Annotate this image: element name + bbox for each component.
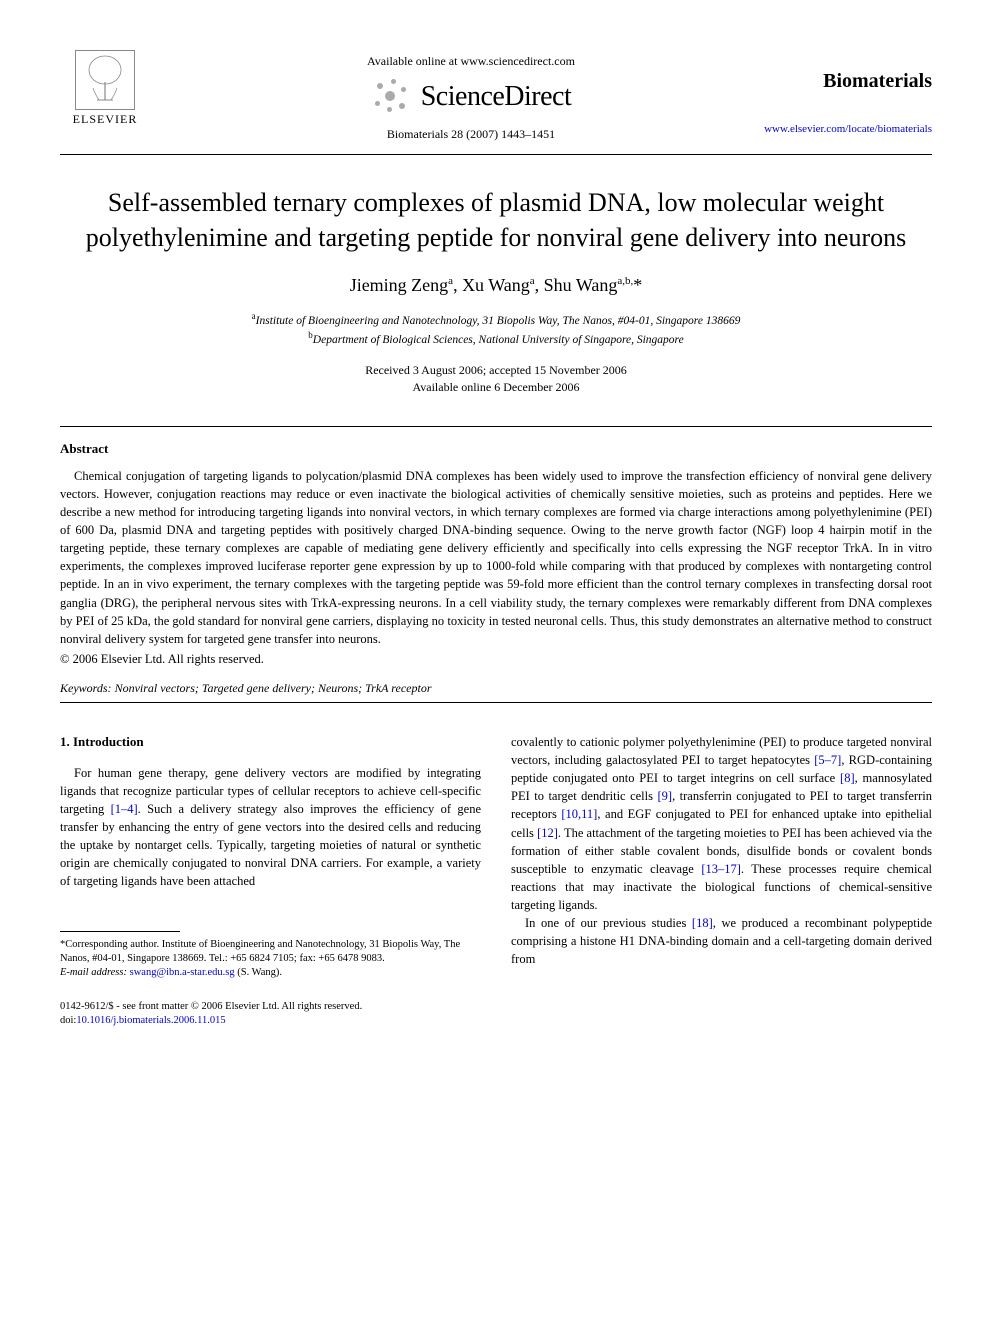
footnote-rule (60, 931, 180, 932)
ref-10-11[interactable]: [10,11] (561, 807, 597, 821)
footer-meta: 0142-9612/$ - see front matter © 2006 El… (60, 1000, 481, 1028)
journal-name: Biomaterials (823, 70, 932, 93)
ref-12[interactable]: [12] (537, 826, 558, 840)
column-right: covalently to cationic polymer polyethyl… (511, 733, 932, 1029)
header-row: ELSEVIER Available online at www.science… (60, 50, 932, 144)
affiliations: aInstitute of Bioengineering and Nanotec… (60, 310, 932, 348)
author-3: Shu Wang (544, 275, 618, 295)
header-center: Available online at www.sciencedirect.co… (150, 50, 792, 144)
header-rule (60, 154, 932, 155)
author-2: Xu Wang (462, 275, 530, 295)
ref-18[interactable]: [18] (692, 916, 713, 930)
intro-para-1: For human gene therapy, gene delivery ve… (60, 764, 481, 891)
authors-line: Jieming Zenga, Xu Wanga, Shu Wanga,b,* (60, 275, 932, 296)
intro-para-1-cont: covalently to cationic polymer polyethyl… (511, 733, 932, 914)
keywords-text: Nonviral vectors; Targeted gene delivery… (115, 681, 432, 695)
available-online-text: Available online at www.sciencedirect.co… (367, 54, 575, 69)
publisher-logo-block: ELSEVIER (60, 50, 150, 127)
journal-block: Biomaterials www.elsevier.com/locate/bio… (792, 50, 932, 135)
abstract-copyright: © 2006 Elsevier Ltd. All rights reserved… (60, 652, 932, 667)
abstract-bottom-rule (60, 702, 932, 703)
citation-line: Biomaterials 28 (2007) 1443–1451 (387, 127, 555, 142)
elsevier-tree-icon (75, 50, 135, 110)
journal-url-link[interactable]: www.elsevier.com/locate/biomaterials (764, 123, 932, 135)
available-online-date: Available online 6 December 2006 (60, 379, 932, 396)
ref-9[interactable]: [9] (657, 789, 672, 803)
keywords-label: Keywords: (60, 681, 112, 695)
dates-block: Received 3 August 2006; accepted 15 Nove… (60, 362, 932, 396)
intro-para-2: In one of our previous studies [18], we … (511, 914, 932, 968)
ref-8[interactable]: [8] (840, 771, 855, 785)
front-matter-line: 0142-9612/$ - see front matter © 2006 El… (60, 1000, 481, 1014)
corresponding-footnote: *Corresponding author. Institute of Bioe… (60, 938, 481, 981)
ref-5-7[interactable]: [5–7] (814, 753, 841, 767)
keywords-line: Keywords: Nonviral vectors; Targeted gen… (60, 681, 932, 696)
publisher-label: ELSEVIER (73, 112, 138, 127)
intro-heading: 1. Introduction (60, 733, 481, 752)
body-columns: 1. Introduction For human gene therapy, … (60, 733, 932, 1029)
sciencedirect-block: ScienceDirect (371, 77, 572, 117)
column-left: 1. Introduction For human gene therapy, … (60, 733, 481, 1029)
sciencedirect-text: ScienceDirect (421, 81, 572, 113)
author-1: Jieming Zeng (350, 275, 448, 295)
affiliation-b: Department of Biological Sciences, Natio… (313, 334, 684, 346)
email-label: E-mail address: (60, 967, 127, 978)
abstract-heading: Abstract (60, 441, 932, 457)
corr-email-link[interactable]: swang@ibn.a-star.edu.sg (130, 967, 235, 978)
abstract-body: Chemical conjugation of targeting ligand… (60, 467, 932, 648)
ref-13-17[interactable]: [13–17] (701, 862, 741, 876)
doi-link[interactable]: 10.1016/j.biomaterials.2006.11.015 (76, 1015, 225, 1026)
page-root: ELSEVIER Available online at www.science… (0, 0, 992, 1068)
ref-1-4[interactable]: [1–4] (111, 802, 138, 816)
corr-author-text: *Corresponding author. Institute of Bioe… (60, 938, 481, 966)
abstract-top-rule (60, 426, 932, 427)
corresponding-star-icon: * (633, 275, 642, 295)
received-accepted: Received 3 August 2006; accepted 15 Nove… (60, 362, 932, 379)
affiliation-a: Institute of Bioengineering and Nanotech… (256, 315, 741, 327)
doi-label: doi: (60, 1015, 76, 1026)
corr-email-name: (S. Wang). (237, 967, 282, 978)
abstract-text: Chemical conjugation of targeting ligand… (60, 467, 932, 648)
article-title: Self-assembled ternary complexes of plas… (60, 185, 932, 255)
sciencedirect-icon (371, 77, 411, 117)
